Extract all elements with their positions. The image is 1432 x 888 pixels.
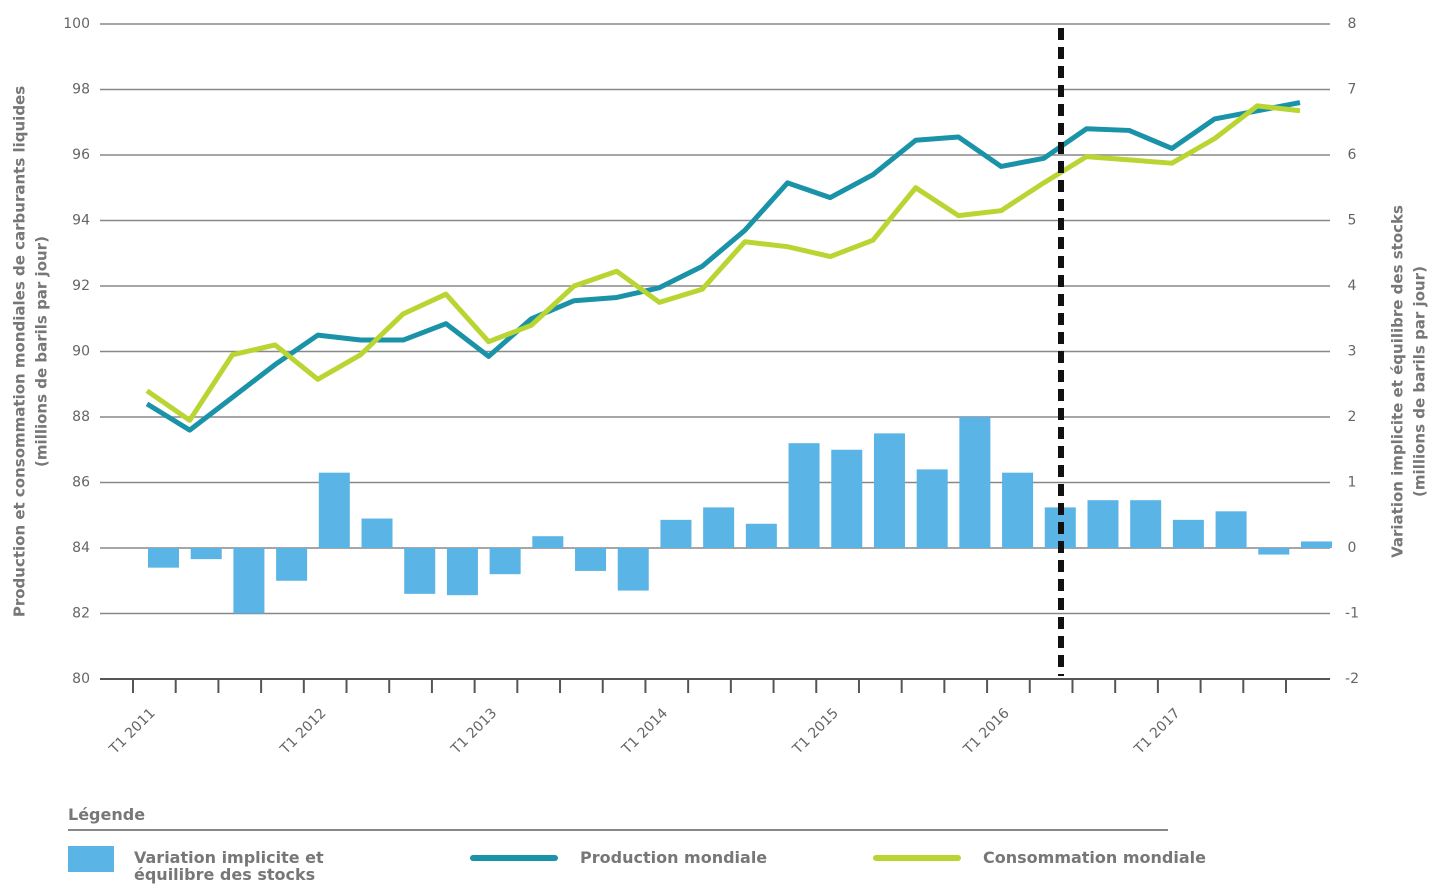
y-axis-title: Production et consommation mondiales de …: [11, 86, 29, 617]
legend-label: Consommation mondiale: [983, 848, 1206, 867]
bar: [959, 417, 991, 548]
x-tick-label: T1 2015: [789, 705, 842, 758]
x-tick-label: T1 2016: [960, 705, 1013, 758]
y2-tick-label: 5: [1348, 213, 1357, 229]
y-tick-label: 84: [72, 540, 90, 556]
y-tick-label: 82: [72, 606, 90, 622]
bar: [1258, 548, 1290, 555]
x-tick-label: T1 2017: [1131, 705, 1184, 758]
y-tick-label: 98: [72, 82, 90, 98]
y2-tick-label: 6: [1348, 147, 1357, 163]
y2-tick-label: 4: [1348, 278, 1357, 294]
bar: [660, 519, 692, 548]
legend-swatch: [470, 855, 558, 861]
bar: [703, 507, 735, 548]
bar: [1130, 500, 1162, 548]
y2-tick-label: 3: [1348, 344, 1357, 360]
bar: [916, 469, 948, 548]
bar: [745, 523, 777, 548]
bar: [617, 548, 649, 591]
legend-swatch: [68, 846, 114, 872]
legend-rule: [68, 829, 1168, 831]
y2-axis-title: Variation implicite et équilibre des sto…: [1389, 205, 1407, 558]
bar: [148, 548, 179, 568]
y-tick-label: 96: [72, 147, 90, 163]
bar: [873, 433, 905, 548]
bar: [233, 548, 265, 614]
y-tick-label: 90: [72, 344, 90, 360]
legend-title: Légende: [68, 805, 146, 824]
y2-axis-title: (millions de barils par jour): [1411, 266, 1429, 497]
bar: [1087, 500, 1119, 548]
legend-label: Production mondiale: [580, 848, 768, 867]
y-tick-label: 86: [72, 475, 90, 491]
y2-tick-label: 1: [1348, 475, 1357, 491]
bar: [532, 536, 564, 548]
y2-tick-label: 2: [1348, 409, 1357, 425]
y-tick-label: 100: [63, 16, 90, 32]
bar: [318, 472, 350, 548]
y-tick-label: 80: [72, 671, 90, 687]
line: [145, 103, 1301, 423]
y2-tick-label: 8: [1348, 16, 1357, 32]
bar: [446, 548, 478, 596]
y2-tick-label: 0: [1348, 540, 1357, 556]
bar: [1301, 541, 1332, 548]
x-tick-label: T1 2013: [448, 705, 501, 758]
bar: [489, 548, 521, 575]
x-tick-label: T1 2012: [277, 705, 330, 758]
y-tick-label: 94: [72, 213, 90, 229]
y2-tick-label: 7: [1348, 82, 1357, 98]
y-tick-label: 92: [72, 278, 90, 294]
x-tick-label: T1 2014: [618, 705, 671, 758]
x-tick-label: T1 2011: [106, 705, 159, 758]
bar: [575, 548, 607, 571]
y2-tick-label: -1: [1345, 606, 1359, 622]
legend-label: Variation implicite et équilibre des sto…: [134, 848, 324, 884]
y-axis-title: (millions de barils par jour): [33, 236, 51, 467]
y-tick-label: 88: [72, 409, 90, 425]
bar: [1172, 519, 1204, 548]
bar: [276, 548, 308, 581]
y2-tick-label: -2: [1345, 671, 1359, 687]
bar: [1215, 511, 1247, 548]
line: [145, 100, 1301, 433]
bar: [404, 548, 436, 594]
legend-swatch: [873, 855, 961, 861]
bar: [190, 548, 222, 560]
bar: [361, 518, 393, 548]
bar: [831, 449, 863, 548]
bar: [788, 443, 820, 548]
bar: [1002, 472, 1034, 548]
